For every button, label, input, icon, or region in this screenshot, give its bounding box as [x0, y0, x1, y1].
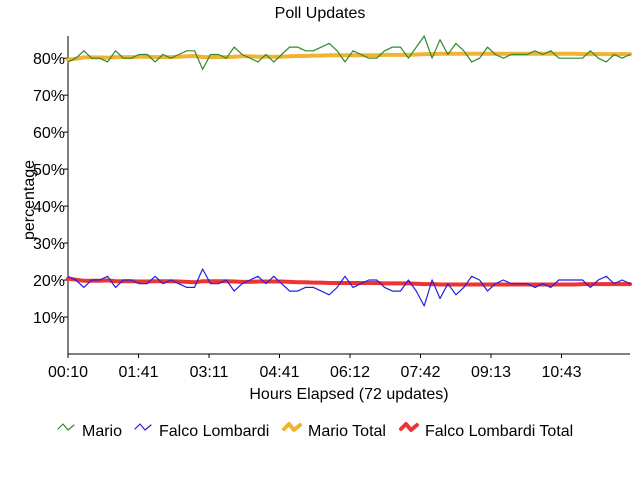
y-ticks: 10% 20% 30% 40% 50% 60% 70% 80%	[33, 51, 68, 327]
series-layer	[66, 35, 632, 307]
plot-area: 10% 20% 30% 40% 50% 60% 70% 80% 00:10 01:41 03:11…	[33, 35, 632, 381]
x-tick-label: 09:13	[471, 364, 511, 381]
x-axis-title: Hours Elapsed (72 updates)	[249, 386, 448, 403]
chart-legend: Mario Falco Lombardi Mario Total Falco Lomb…	[57, 422, 573, 440]
x-tick-label: 07:42	[400, 364, 440, 381]
x-tick-label: 01:41	[118, 364, 158, 381]
x-tick-label: 03:11	[190, 364, 229, 381]
y-tick-label: 50%	[33, 162, 65, 179]
legend-label-mario: Mario	[82, 423, 122, 440]
x-tick-label: 00:10	[48, 364, 88, 381]
x-tick-label: 04:41	[259, 364, 299, 381]
legend-swatch-falco-lombardi-total	[399, 422, 419, 432]
y-tick-label: 30%	[33, 236, 65, 253]
legend-swatch-mario	[57, 423, 75, 431]
y-tick-label: 20%	[33, 273, 65, 290]
legend-swatch-mario-total	[282, 422, 302, 432]
y-axis-title: percentage	[21, 160, 38, 240]
series-line-falco-lombardi	[67, 268, 631, 307]
y-tick-label: 80%	[33, 51, 65, 68]
legend-label-mario-total: Mario Total	[308, 423, 386, 440]
y-tick-label: 70%	[33, 88, 65, 105]
series-line-mario-total	[66, 51, 632, 62]
series-line-falco-lombardi-total	[66, 276, 632, 287]
y-tick-label: 40%	[33, 199, 65, 216]
legend-label-falco-lombardi-total: Falco Lombardi Total	[425, 423, 573, 440]
y-tick-label: 10%	[33, 310, 65, 327]
y-tick-label: 60%	[33, 125, 65, 142]
x-tick-label: 10:43	[541, 364, 581, 381]
series-line-mario	[67, 35, 631, 70]
x-tick-label: 06:12	[330, 364, 370, 381]
legend-label-falco-lombardi: Falco Lombardi	[159, 423, 269, 440]
chart-title: Poll Updates	[275, 5, 366, 22]
x-ticks: 00:10 01:41 03:11 04:41 06:12 07:42 09:13 10:43	[48, 354, 582, 381]
legend-swatch-falco-lombardi	[134, 423, 152, 431]
